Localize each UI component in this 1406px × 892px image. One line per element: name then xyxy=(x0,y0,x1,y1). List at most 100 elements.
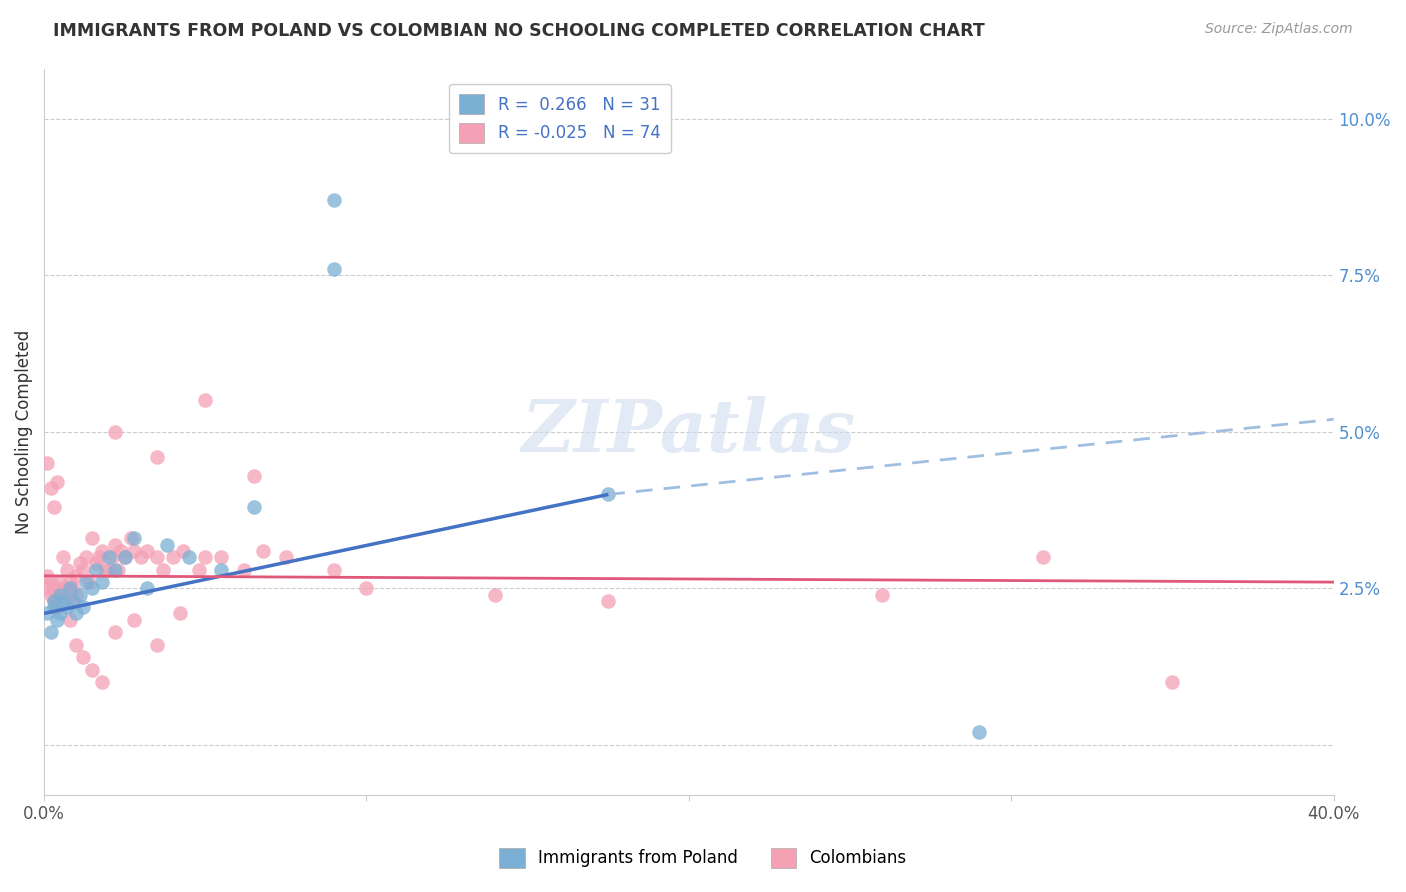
Point xyxy=(42,500,65,514)
Point xyxy=(62,594,84,608)
Point xyxy=(59,575,82,590)
Point xyxy=(242,500,264,514)
Point xyxy=(52,594,75,608)
Point xyxy=(42,594,65,608)
Text: ZIPatlas: ZIPatlas xyxy=(522,396,856,467)
Point xyxy=(124,531,146,545)
Point xyxy=(49,588,72,602)
Text: IMMIGRANTS FROM POLAND VS COLOMBIAN NO SCHOOLING COMPLETED CORRELATION CHART: IMMIGRANTS FROM POLAND VS COLOMBIAN NO S… xyxy=(53,22,986,40)
Point xyxy=(169,607,191,621)
Point xyxy=(94,563,117,577)
Point xyxy=(65,588,87,602)
Point xyxy=(598,487,620,501)
Point xyxy=(179,550,201,565)
Point xyxy=(72,650,94,665)
Point xyxy=(104,537,127,551)
Point xyxy=(136,543,159,558)
Point xyxy=(55,563,77,577)
Point xyxy=(162,550,184,565)
Point xyxy=(91,675,114,690)
Point xyxy=(91,543,114,558)
Point xyxy=(46,613,69,627)
Point xyxy=(1032,550,1054,565)
Point xyxy=(72,600,94,615)
Point xyxy=(39,625,62,640)
Point xyxy=(274,550,297,565)
Point xyxy=(49,607,72,621)
Point xyxy=(37,582,59,596)
Point xyxy=(146,638,169,652)
Point xyxy=(209,550,232,565)
Point xyxy=(114,550,136,565)
Point xyxy=(37,569,59,583)
Point xyxy=(194,393,217,408)
Point xyxy=(46,588,69,602)
Point xyxy=(172,543,194,558)
Point xyxy=(52,588,75,602)
Point xyxy=(46,475,69,489)
Point xyxy=(62,594,84,608)
Point xyxy=(59,582,82,596)
Point xyxy=(156,537,179,551)
Point xyxy=(104,625,127,640)
Point xyxy=(59,613,82,627)
Point xyxy=(65,638,87,652)
Point xyxy=(110,543,132,558)
Point xyxy=(84,563,107,577)
Point xyxy=(39,588,62,602)
Point xyxy=(101,550,124,565)
Point xyxy=(323,193,346,207)
Point xyxy=(136,582,159,596)
Point xyxy=(146,450,169,464)
Point xyxy=(82,663,104,677)
Point xyxy=(152,563,174,577)
Point xyxy=(65,607,87,621)
Point xyxy=(49,594,72,608)
Point xyxy=(49,575,72,590)
Point xyxy=(1161,675,1184,690)
Point xyxy=(91,575,114,590)
Point xyxy=(55,600,77,615)
Point xyxy=(124,543,146,558)
Point xyxy=(233,563,256,577)
Point xyxy=(356,582,378,596)
Point xyxy=(323,563,346,577)
Point xyxy=(129,550,152,565)
Point xyxy=(65,569,87,583)
Point xyxy=(59,588,82,602)
Point xyxy=(872,588,894,602)
Point xyxy=(84,557,107,571)
Point xyxy=(42,582,65,596)
Point xyxy=(323,262,346,277)
Point xyxy=(242,468,264,483)
Point xyxy=(120,531,142,545)
Point xyxy=(194,550,217,565)
Point xyxy=(39,481,62,495)
Point xyxy=(39,575,62,590)
Point xyxy=(69,557,91,571)
Point xyxy=(72,563,94,577)
Point xyxy=(209,563,232,577)
Point xyxy=(75,575,97,590)
Point xyxy=(37,607,59,621)
Point xyxy=(97,563,120,577)
Point xyxy=(124,613,146,627)
Point xyxy=(252,543,274,558)
Point xyxy=(82,531,104,545)
Point xyxy=(52,550,75,565)
Point xyxy=(46,600,69,615)
Legend: Immigrants from Poland, Colombians: Immigrants from Poland, Colombians xyxy=(494,841,912,875)
Legend: R =  0.266   N = 31, R = -0.025   N = 74: R = 0.266 N = 31, R = -0.025 N = 74 xyxy=(450,84,671,153)
Text: Source: ZipAtlas.com: Source: ZipAtlas.com xyxy=(1205,22,1353,37)
Point xyxy=(37,456,59,470)
Point xyxy=(69,588,91,602)
Point xyxy=(62,582,84,596)
Point xyxy=(146,550,169,565)
Point xyxy=(42,594,65,608)
Point xyxy=(187,563,209,577)
Y-axis label: No Schooling Completed: No Schooling Completed xyxy=(15,330,32,534)
Point xyxy=(52,582,75,596)
Point xyxy=(55,582,77,596)
Point xyxy=(77,575,100,590)
Point xyxy=(967,725,990,739)
